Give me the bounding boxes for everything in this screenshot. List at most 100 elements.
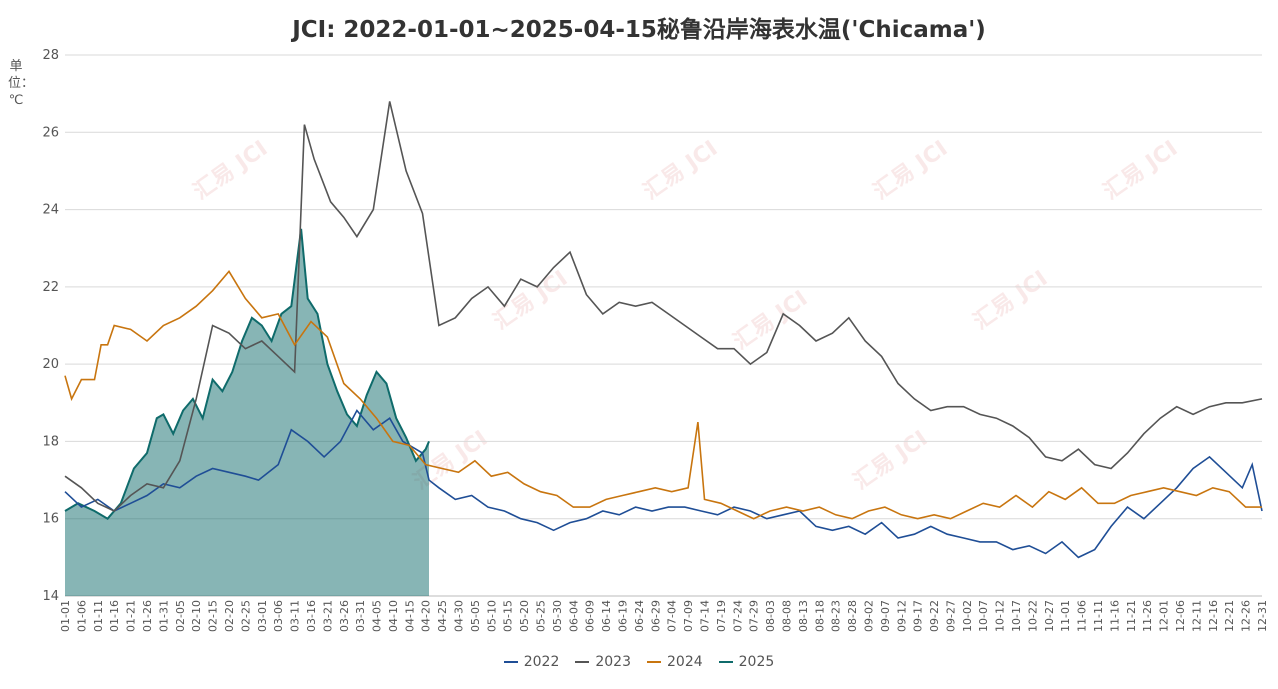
legend-label: 2023 <box>595 654 631 670</box>
x-tick-label: 06-09 <box>584 600 597 632</box>
chart-title: JCI: 2022-01-01~2025-04-15秘鲁沿岸海表水温('Chic… <box>292 17 986 43</box>
x-tick-label: 03-01 <box>256 600 269 632</box>
x-tick-label: 12-11 <box>1190 600 1203 632</box>
x-tick-label: 01-21 <box>125 600 138 632</box>
x-tick-label: 01-26 <box>141 600 154 632</box>
x-tick-label: 08-08 <box>780 600 793 632</box>
x-tick-label: 05-25 <box>535 600 548 632</box>
x-tick-label: 07-24 <box>731 600 744 632</box>
y-tick-label: 16 <box>42 512 59 527</box>
x-tick-label: 09-22 <box>928 600 941 632</box>
x-tick-label: 02-10 <box>190 600 203 632</box>
legend-item-2024[interactable]: 2024 <box>647 654 703 670</box>
y-tick-label: 22 <box>42 280 59 295</box>
x-tick-label: 02-20 <box>223 600 236 632</box>
x-tick-label: 11-11 <box>1092 600 1105 632</box>
x-tick-label: 02-05 <box>174 600 187 632</box>
legend-label: 2024 <box>667 654 703 670</box>
x-tick-label: 03-26 <box>338 600 351 632</box>
x-tick-label: 07-09 <box>682 600 695 632</box>
x-tick-label: 03-31 <box>354 600 367 632</box>
x-tick-label: 02-25 <box>239 600 252 632</box>
x-tick-label: 01-01 <box>59 600 72 632</box>
x-tick-label: 11-01 <box>1059 600 1072 632</box>
x-tick-label: 08-03 <box>764 600 777 632</box>
x-tick-label: 02-15 <box>207 600 220 632</box>
x-tick-label: 05-15 <box>502 600 515 632</box>
legend-swatch <box>718 661 733 663</box>
x-tick-label: 10-02 <box>961 600 974 632</box>
y-tick-label: 18 <box>42 434 59 449</box>
y-tick-labels: 14 16 18 20 22 24 26 28 <box>42 48 59 604</box>
x-tick-labels: 01-01 01-06 01-11 01-16 01-21 01-26 01-31 02-05… <box>59 600 1269 632</box>
x-tick-label: 05-30 <box>551 600 564 632</box>
series-2022-line <box>64 409 1263 559</box>
legend-item-2023[interactable]: 2023 <box>575 654 631 670</box>
x-tick-label: 08-13 <box>797 600 810 632</box>
x-tick-label: 07-29 <box>748 600 761 632</box>
x-tick-label: 10-22 <box>1026 600 1039 632</box>
x-tick-label: 12-06 <box>1174 600 1187 632</box>
x-tick-label: 08-18 <box>813 600 826 632</box>
x-tick-label: 05-20 <box>518 600 531 632</box>
watermark-text: 汇易 JCI <box>969 266 1052 335</box>
x-tick-label: 11-21 <box>1125 600 1138 632</box>
y-tick-label: 26 <box>42 125 59 140</box>
watermark-text: 汇易 JCI <box>639 136 722 205</box>
x-tick-label: 09-07 <box>879 600 892 632</box>
x-tick-label: 04-25 <box>436 600 449 632</box>
x-tick-label: 03-16 <box>305 600 318 632</box>
x-tick-label: 06-04 <box>567 600 580 632</box>
x-tick-label: 03-11 <box>289 600 302 632</box>
x-tick-label: 10-27 <box>1043 600 1056 632</box>
x-tick-label: 01-11 <box>92 600 105 632</box>
legend-label: 2025 <box>738 654 775 670</box>
x-tick-label: 12-31 <box>1256 600 1269 632</box>
series-2023-line <box>64 101 1263 512</box>
x-tick-label: 11-16 <box>1108 600 1121 632</box>
x-tick-label: 09-27 <box>944 600 957 632</box>
x-tick-label: 06-14 <box>600 600 613 632</box>
series-2025-line <box>64 228 430 520</box>
x-tick-label: 11-06 <box>1076 600 1089 632</box>
x-tick-label: 04-20 <box>420 600 433 632</box>
x-tick-label: 10-07 <box>977 600 990 632</box>
x-tick-label: 12-01 <box>1158 600 1171 632</box>
series-2024-line <box>64 270 1262 520</box>
watermark-text: 汇易 JCI <box>849 426 932 495</box>
x-tick-label: 03-06 <box>272 600 285 632</box>
x-tick-label: 04-05 <box>371 600 384 632</box>
x-tick-label: 01-31 <box>157 600 170 632</box>
x-tick-label: 06-29 <box>649 600 662 632</box>
legend-item-2025[interactable]: 2025 <box>718 654 775 670</box>
x-tick-label: 12-21 <box>1223 600 1236 632</box>
legend-item-2022[interactable]: 2022 <box>503 654 560 670</box>
x-tick-label: 06-24 <box>633 600 646 632</box>
x-tick-label: 07-04 <box>666 600 679 632</box>
x-tick-label: 04-10 <box>387 600 400 632</box>
legend-swatch <box>575 661 590 663</box>
x-tick-label: 10-17 <box>1010 600 1023 632</box>
x-tick-label: 08-28 <box>846 600 859 632</box>
series-2025-area <box>65 228 429 596</box>
x-tick-label: 09-02 <box>862 600 875 632</box>
x-tick-label: 04-15 <box>403 600 416 632</box>
watermark-text: 汇易 JCI <box>489 266 572 335</box>
watermark-text: 汇易 JCI <box>189 136 272 205</box>
watermark-text: 汇易 JCI <box>869 136 952 205</box>
x-tick-label: 09-12 <box>895 600 908 632</box>
x-tick-label: 07-19 <box>715 600 728 632</box>
x-tick-label: 04-30 <box>453 600 466 632</box>
x-tick-label: 01-16 <box>108 600 121 632</box>
x-tick-label: 10-12 <box>994 600 1007 632</box>
series-layer <box>64 101 1263 596</box>
x-tick-label: 12-26 <box>1240 600 1253 632</box>
chart-legend: 2022 2023 2024 2025 <box>0 654 1278 670</box>
x-tick-label: 09-17 <box>912 600 925 632</box>
x-tick-label: 11-26 <box>1141 600 1154 632</box>
y-tick-label: 28 <box>42 48 59 63</box>
x-tick-label: 06-19 <box>617 600 630 632</box>
legend-label: 2022 <box>523 654 560 670</box>
x-tick-label: 12-16 <box>1207 600 1220 632</box>
